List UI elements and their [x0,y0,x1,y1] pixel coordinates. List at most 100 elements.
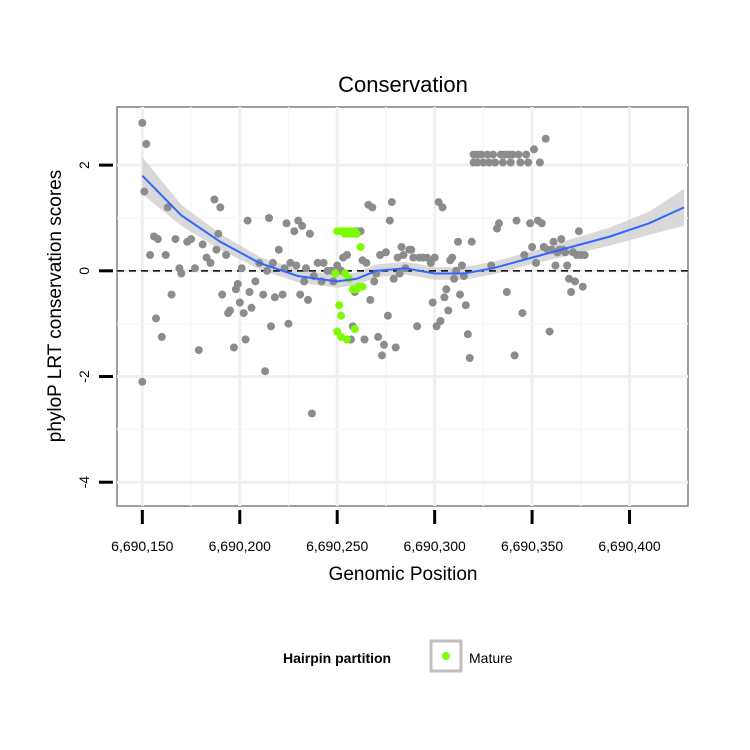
data-point-other [465,354,474,362]
data-point-mature [343,335,351,344]
data-point-other [245,288,254,296]
data-point-other [385,216,394,225]
data-point-other [391,343,400,352]
data-point-other [284,319,293,328]
chart-title: Conservation [338,72,468,97]
data-point-other [563,261,572,270]
data-point-other [473,158,482,167]
data-point-other [247,303,256,312]
data-point-other [282,219,291,228]
smooth-curve [141,174,685,283]
data-point-other [146,251,155,259]
data-point-other [567,288,576,296]
data-point-other [210,195,219,204]
data-point-mature [352,229,361,238]
data-point-other [383,311,392,320]
data-point-other [520,251,529,259]
data-point-other [502,288,511,296]
data-point-other [229,343,238,352]
data-point-other [380,340,388,349]
data-point-other [194,346,203,355]
data-point-other [237,264,246,273]
plot-panel [116,106,689,507]
data-point-other [296,290,305,299]
x-tick-label: 6,690,350 [501,538,563,554]
data-point-other [489,150,498,159]
data-point-other [549,237,558,246]
data-point-other [442,285,451,294]
data-point-other [270,293,279,302]
data-point-other [495,219,503,228]
data-point-other [508,150,517,159]
data-point-other [397,243,406,251]
data-point-other [557,235,566,244]
data-point-other [514,150,523,159]
data-point-other [580,251,589,259]
data-point-other [366,295,375,304]
data-point-other [259,290,268,299]
data-point-other [360,335,369,344]
data-point-other [241,335,250,344]
data-point-other [218,290,227,299]
data-point-other [461,301,470,310]
data-point-other [153,235,162,244]
data-point-other [574,227,583,236]
legend-title: Hairpin partition [283,650,391,666]
data-point-other [267,322,275,331]
data-point-other [138,118,147,127]
data-point-mature [356,243,365,251]
data-point-other [167,290,176,299]
x-tick-label: 6,690,200 [209,538,271,554]
data-point-other [448,253,457,262]
data-point-other [438,203,447,212]
data-point-other [477,150,486,159]
data-point-other [440,293,449,302]
legend-label-mature: Mature [469,650,513,666]
data-point-mature [350,325,359,333]
data-point-other [506,158,515,167]
data-point-other [362,258,371,267]
data-point-other [395,269,404,278]
data-point-other [378,351,386,360]
data-point-other [304,295,312,304]
confidence-band-area [142,157,685,288]
x-tick-label: 6,690,400 [598,538,660,554]
data-point-other [235,298,244,307]
data-point-other [374,332,383,341]
data-point-other [171,235,180,244]
data-point-other [206,258,215,267]
x-tick-label: 6,690,250 [306,538,368,554]
data-point-other [191,264,199,273]
data-point-other [444,306,453,315]
data-point-other [551,261,560,270]
x-axis: 6,690,150 6,690,200 6,690,250 6,690,300 6,69… [111,510,661,554]
data-point-other [381,248,390,257]
data-point-other [467,237,476,246]
data-point-other [233,280,242,288]
data-point-mature [358,282,367,291]
data-point-other [313,258,322,267]
data-point-other [512,216,521,225]
data-point-other [578,282,587,291]
x-tick-label: 6,690,150 [111,538,173,554]
y-axis: -4 -2 0 2 [76,161,113,488]
data-point-other [436,317,445,325]
data-point-other [535,158,544,167]
data-point-other [263,266,272,275]
data-point-other [265,214,273,222]
data-point-other [450,274,459,283]
data-point-other [274,245,283,254]
data-point-other [243,216,252,225]
data-point-other [407,245,416,254]
y-tick-label: -4 [76,476,92,489]
data-point-other [214,229,223,238]
legend-key-mature [442,652,450,660]
data-point-other [222,251,231,259]
data-point-other [485,158,494,167]
data-point-other [545,327,554,336]
data-point-other [261,367,270,376]
data-point-other [251,277,260,286]
data-point-mature [337,311,346,320]
data-point-other [319,258,328,267]
